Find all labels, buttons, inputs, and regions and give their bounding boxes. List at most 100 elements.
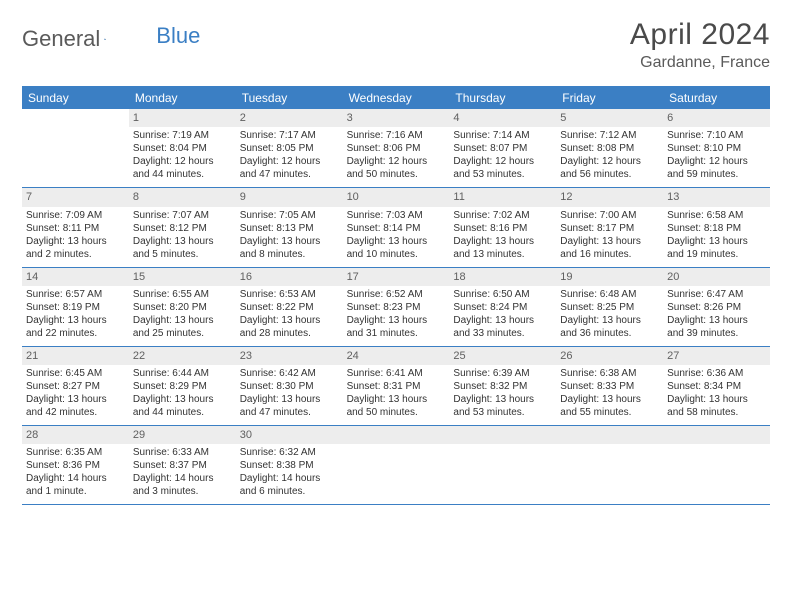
day-content: Sunrise: 6:53 AMSunset: 8:22 PMDaylight:… (236, 286, 343, 346)
day-number: 5 (556, 109, 663, 127)
day-number: 11 (449, 188, 556, 206)
sunrise-line: Sunrise: 7:03 AM (347, 209, 446, 222)
sunset-line: Sunset: 8:11 PM (26, 222, 125, 235)
day-content: Sunrise: 6:52 AMSunset: 8:23 PMDaylight:… (343, 286, 450, 346)
day-number: 9 (236, 188, 343, 206)
day-content: Sunrise: 6:57 AMSunset: 8:19 PMDaylight:… (22, 286, 129, 346)
sunrise-line: Sunrise: 6:55 AM (133, 288, 232, 301)
day-content: Sunrise: 7:12 AMSunset: 8:08 PMDaylight:… (556, 127, 663, 187)
day-cell: 24Sunrise: 6:41 AMSunset: 8:31 PMDayligh… (343, 347, 450, 425)
sunrise-line: Sunrise: 6:52 AM (347, 288, 446, 301)
weekday-wednesday: Wednesday (343, 87, 450, 109)
sunset-line: Sunset: 8:13 PM (240, 222, 339, 235)
day-number: 28 (22, 426, 129, 444)
day-content: Sunrise: 6:50 AMSunset: 8:24 PMDaylight:… (449, 286, 556, 346)
day-number: 17 (343, 268, 450, 286)
day-content: Sunrise: 7:16 AMSunset: 8:06 PMDaylight:… (343, 127, 450, 187)
empty-day-number (556, 426, 663, 444)
day-content: Sunrise: 6:38 AMSunset: 8:33 PMDaylight:… (556, 365, 663, 425)
day-number: 26 (556, 347, 663, 365)
day-content: Sunrise: 7:03 AMSunset: 8:14 PMDaylight:… (343, 207, 450, 267)
sunset-line: Sunset: 8:27 PM (26, 380, 125, 393)
empty-day-number (663, 426, 770, 444)
weekday-friday: Friday (556, 87, 663, 109)
day-number: 25 (449, 347, 556, 365)
sunset-line: Sunset: 8:34 PM (667, 380, 766, 393)
day-cell: 27Sunrise: 6:36 AMSunset: 8:34 PMDayligh… (663, 347, 770, 425)
day-number: 15 (129, 268, 236, 286)
weekday-thursday: Thursday (449, 87, 556, 109)
day-number: 8 (129, 188, 236, 206)
daylight-line: Daylight: 13 hours and 47 minutes. (240, 393, 339, 419)
day-number: 4 (449, 109, 556, 127)
sunset-line: Sunset: 8:07 PM (453, 142, 552, 155)
daylight-line: Daylight: 13 hours and 2 minutes. (26, 235, 125, 261)
sunrise-line: Sunrise: 7:05 AM (240, 209, 339, 222)
sunset-line: Sunset: 8:10 PM (667, 142, 766, 155)
daylight-line: Daylight: 13 hours and 39 minutes. (667, 314, 766, 340)
day-cell: 28Sunrise: 6:35 AMSunset: 8:36 PMDayligh… (22, 426, 129, 504)
day-content: Sunrise: 6:47 AMSunset: 8:26 PMDaylight:… (663, 286, 770, 346)
sunrise-line: Sunrise: 6:47 AM (667, 288, 766, 301)
header: General Blue April 2024 Gardanne, France (0, 0, 792, 80)
daylight-line: Daylight: 13 hours and 33 minutes. (453, 314, 552, 340)
sunset-line: Sunset: 8:32 PM (453, 380, 552, 393)
day-cell (449, 426, 556, 504)
day-content: Sunrise: 6:55 AMSunset: 8:20 PMDaylight:… (129, 286, 236, 346)
day-number: 19 (556, 268, 663, 286)
daylight-line: Daylight: 13 hours and 50 minutes. (347, 393, 446, 419)
day-content: Sunrise: 6:33 AMSunset: 8:37 PMDaylight:… (129, 444, 236, 504)
title-block: April 2024 Gardanne, France (630, 18, 770, 72)
day-content: Sunrise: 6:48 AMSunset: 8:25 PMDaylight:… (556, 286, 663, 346)
day-content: Sunrise: 6:42 AMSunset: 8:30 PMDaylight:… (236, 365, 343, 425)
empty-day-number (449, 426, 556, 444)
sunset-line: Sunset: 8:33 PM (560, 380, 659, 393)
day-cell: 3Sunrise: 7:16 AMSunset: 8:06 PMDaylight… (343, 109, 450, 187)
daylight-line: Daylight: 13 hours and 10 minutes. (347, 235, 446, 261)
sunrise-line: Sunrise: 6:42 AM (240, 367, 339, 380)
sunrise-line: Sunrise: 7:00 AM (560, 209, 659, 222)
day-cell: 5Sunrise: 7:12 AMSunset: 8:08 PMDaylight… (556, 109, 663, 187)
day-cell: 1Sunrise: 7:19 AMSunset: 8:04 PMDaylight… (129, 109, 236, 187)
day-cell: 7Sunrise: 7:09 AMSunset: 8:11 PMDaylight… (22, 188, 129, 266)
daylight-line: Daylight: 12 hours and 53 minutes. (453, 155, 552, 181)
day-content: Sunrise: 6:41 AMSunset: 8:31 PMDaylight:… (343, 365, 450, 425)
week-row: 21Sunrise: 6:45 AMSunset: 8:27 PMDayligh… (22, 347, 770, 426)
sunset-line: Sunset: 8:04 PM (133, 142, 232, 155)
sunrise-line: Sunrise: 7:16 AM (347, 129, 446, 142)
day-content: Sunrise: 7:07 AMSunset: 8:12 PMDaylight:… (129, 207, 236, 267)
sunset-line: Sunset: 8:36 PM (26, 459, 125, 472)
sunset-line: Sunset: 8:29 PM (133, 380, 232, 393)
sunrise-line: Sunrise: 7:19 AM (133, 129, 232, 142)
day-number: 2 (236, 109, 343, 127)
weekday-header-row: SundayMondayTuesdayWednesdayThursdayFrid… (22, 87, 770, 109)
day-content: Sunrise: 6:45 AMSunset: 8:27 PMDaylight:… (22, 365, 129, 425)
location: Gardanne, France (630, 54, 770, 72)
weekday-tuesday: Tuesday (236, 87, 343, 109)
day-content: Sunrise: 6:36 AMSunset: 8:34 PMDaylight:… (663, 365, 770, 425)
logo-text-blue: Blue (156, 23, 200, 49)
day-cell: 29Sunrise: 6:33 AMSunset: 8:37 PMDayligh… (129, 426, 236, 504)
sunset-line: Sunset: 8:18 PM (667, 222, 766, 235)
day-number: 6 (663, 109, 770, 127)
sunset-line: Sunset: 8:08 PM (560, 142, 659, 155)
day-cell (663, 426, 770, 504)
daylight-line: Daylight: 13 hours and 16 minutes. (560, 235, 659, 261)
sunrise-line: Sunrise: 7:09 AM (26, 209, 125, 222)
daylight-line: Daylight: 12 hours and 59 minutes. (667, 155, 766, 181)
daylight-line: Daylight: 13 hours and 58 minutes. (667, 393, 766, 419)
daylight-line: Daylight: 14 hours and 6 minutes. (240, 472, 339, 498)
day-cell: 12Sunrise: 7:00 AMSunset: 8:17 PMDayligh… (556, 188, 663, 266)
weekday-monday: Monday (129, 87, 236, 109)
sunset-line: Sunset: 8:37 PM (133, 459, 232, 472)
day-number: 3 (343, 109, 450, 127)
day-number: 13 (663, 188, 770, 206)
day-number: 12 (556, 188, 663, 206)
day-cell: 9Sunrise: 7:05 AMSunset: 8:13 PMDaylight… (236, 188, 343, 266)
sunrise-line: Sunrise: 7:17 AM (240, 129, 339, 142)
day-number: 20 (663, 268, 770, 286)
day-cell: 22Sunrise: 6:44 AMSunset: 8:29 PMDayligh… (129, 347, 236, 425)
daylight-line: Daylight: 12 hours and 44 minutes. (133, 155, 232, 181)
daylight-line: Daylight: 14 hours and 1 minute. (26, 472, 125, 498)
day-cell: 6Sunrise: 7:10 AMSunset: 8:10 PMDaylight… (663, 109, 770, 187)
